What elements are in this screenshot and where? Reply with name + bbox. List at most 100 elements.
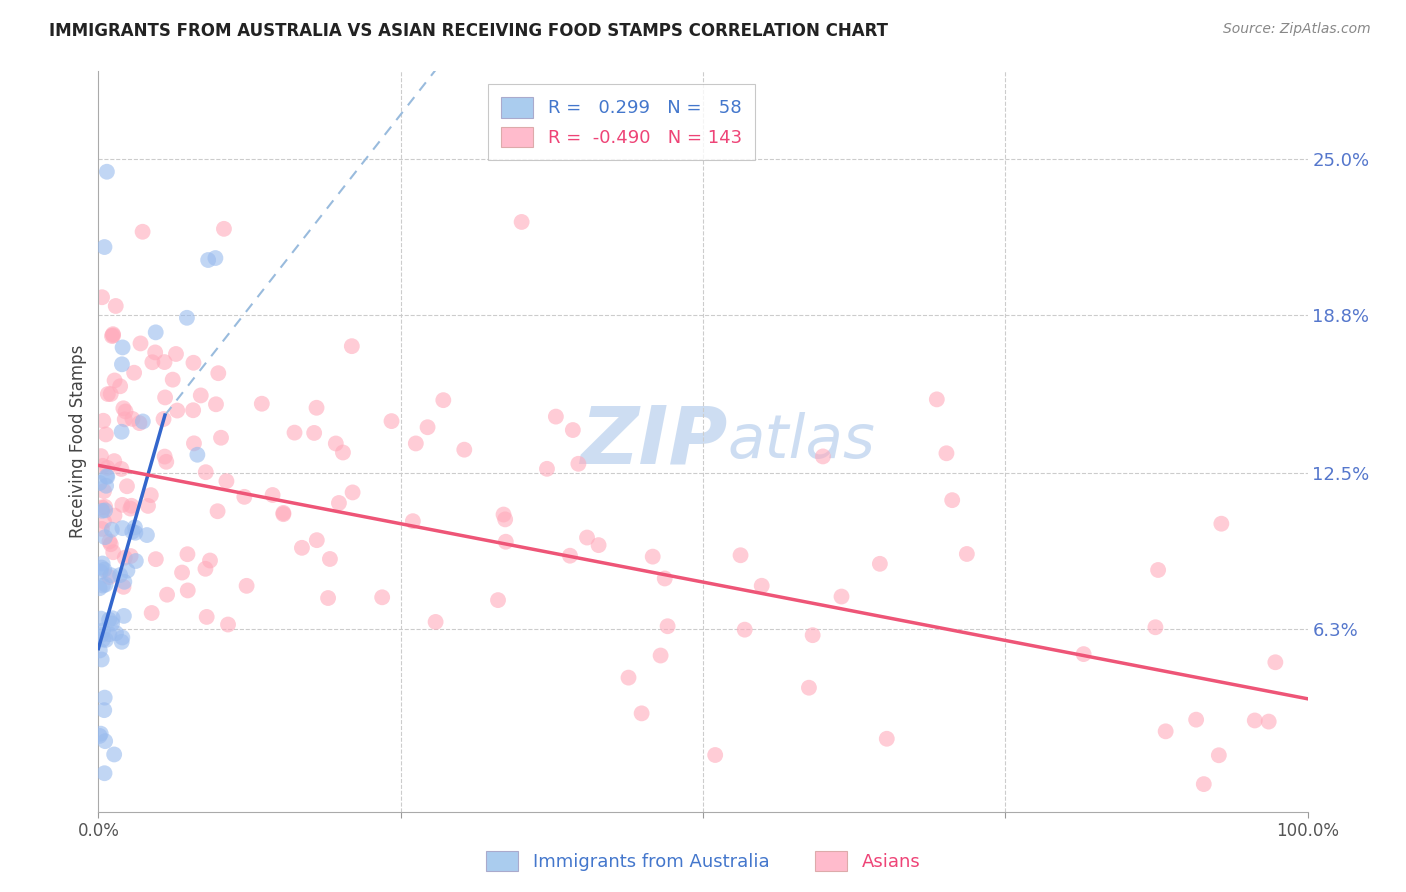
Point: [305, 533, 328, 548]
Point: [801, 628, 824, 642]
Point: [494, 512, 516, 526]
Point: [90, 500, 112, 515]
Point: [120, 549, 142, 563]
Point: [121, 524, 143, 539]
Point: [371, 591, 394, 605]
Point: [135, 528, 157, 542]
Point: [122, 366, 145, 380]
Point: [704, 747, 727, 762]
Point: [91, 504, 114, 518]
Point: [925, 392, 948, 407]
Point: [205, 397, 228, 411]
Point: [194, 562, 217, 576]
Point: [141, 606, 163, 620]
Point: [90, 726, 112, 740]
Point: [453, 442, 475, 457]
Point: [561, 423, 583, 437]
Point: [91, 624, 114, 638]
Point: [325, 436, 347, 450]
Point: [730, 548, 752, 562]
Point: [96, 460, 118, 475]
Point: [114, 412, 136, 426]
Point: [340, 339, 363, 353]
Point: [100, 387, 122, 401]
Point: [209, 431, 232, 445]
Point: [197, 252, 219, 267]
Point: [94, 530, 117, 544]
Point: [101, 328, 124, 343]
Text: atlas: atlas: [727, 412, 875, 471]
Point: [121, 499, 143, 513]
Text: IMMIGRANTS FROM AUSTRALIA VS ASIAN RECEIVING FOOD STAMPS CORRELATION CHART: IMMIGRANTS FROM AUSTRALIA VS ASIAN RECEI…: [49, 22, 889, 40]
Point: [136, 499, 159, 513]
Point: [91, 290, 114, 304]
Point: [319, 552, 342, 566]
Point: [98, 570, 121, 584]
Point: [544, 409, 567, 424]
Point: [103, 374, 125, 388]
Point: [112, 608, 135, 623]
Point: [198, 553, 221, 567]
Point: [90, 560, 112, 574]
Point: [217, 617, 239, 632]
Point: [617, 671, 640, 685]
Point: [101, 523, 124, 537]
Point: [112, 580, 135, 594]
Point: [114, 404, 136, 418]
Point: [111, 357, 134, 371]
Point: [91, 414, 114, 428]
Point: [250, 397, 273, 411]
Point: [162, 373, 184, 387]
Point: [93, 514, 115, 528]
Point: [90, 449, 112, 463]
Point: [1073, 647, 1095, 661]
Point: [155, 455, 177, 469]
Point: [93, 563, 115, 577]
Point: [93, 690, 115, 705]
Point: [328, 496, 350, 510]
Point: [262, 488, 284, 502]
Point: [124, 520, 146, 534]
Point: [302, 425, 325, 440]
Point: [98, 613, 121, 627]
Point: [101, 616, 124, 631]
Point: [207, 366, 229, 380]
Point: [110, 462, 132, 476]
Point: [96, 470, 118, 484]
Point: [91, 632, 114, 647]
Point: [332, 445, 354, 459]
Point: [91, 557, 114, 571]
Point: [1211, 516, 1233, 531]
Point: [111, 631, 134, 645]
Point: [90, 652, 112, 666]
Point: [1257, 714, 1279, 729]
Point: [128, 416, 150, 430]
Legend: R =   0.299   N =   58, R =  -0.490   N = 143: R = 0.299 N = 58, R = -0.490 N = 143: [488, 84, 755, 160]
Point: [588, 538, 610, 552]
Point: [273, 506, 295, 520]
Point: [90, 565, 112, 579]
Point: [876, 731, 898, 746]
Point: [650, 648, 672, 663]
Point: [1264, 655, 1286, 669]
Point: [215, 474, 238, 488]
Point: [108, 379, 131, 393]
Point: [956, 547, 979, 561]
Point: [630, 706, 652, 721]
Point: [120, 501, 142, 516]
Point: [98, 627, 121, 641]
Point: [305, 401, 328, 415]
Point: [125, 554, 148, 568]
Point: [111, 635, 134, 649]
Point: [176, 310, 198, 325]
Text: ZIP: ZIP: [579, 402, 727, 481]
Point: [105, 626, 128, 640]
Point: [1154, 724, 1177, 739]
Point: [342, 485, 364, 500]
Point: [1243, 714, 1265, 728]
Point: [165, 347, 187, 361]
Point: [94, 479, 117, 493]
Point: [124, 525, 146, 540]
Point: [90, 628, 112, 642]
Point: [94, 500, 117, 514]
